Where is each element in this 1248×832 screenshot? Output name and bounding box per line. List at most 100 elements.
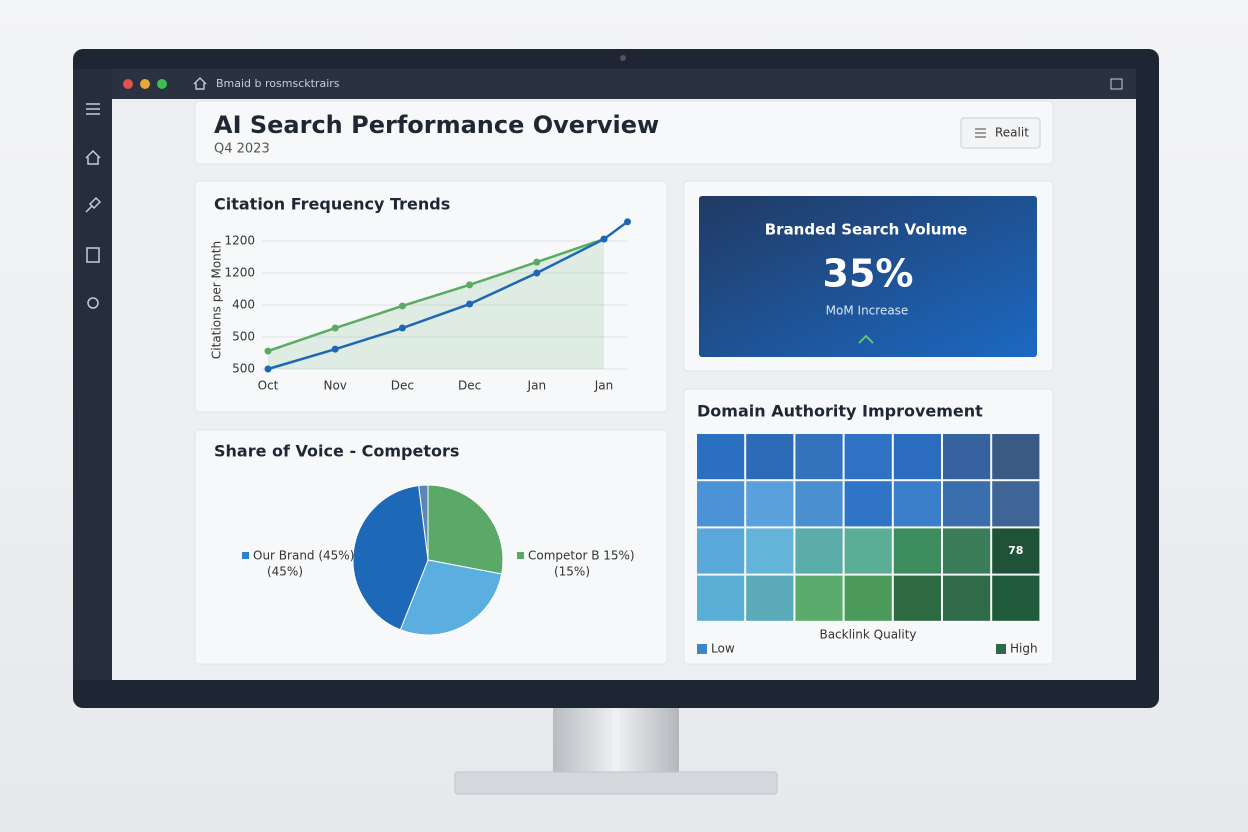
heatmap-cell <box>893 481 941 527</box>
point <box>331 345 339 353</box>
heatmap-cell <box>943 434 991 480</box>
home-icon[interactable] <box>193 77 207 90</box>
heatmap-cell <box>697 528 745 574</box>
page-title: AI Search Performance Overview <box>214 111 659 139</box>
browser-bar <box>112 69 1136 99</box>
kpi-title: Branded Search Volume <box>765 221 968 239</box>
point <box>466 281 474 289</box>
x-tick-label: Nov <box>323 379 346 393</box>
camera <box>620 55 626 61</box>
legend-label: Competor B 15%) <box>528 549 635 563</box>
heatmap-cell <box>943 528 991 574</box>
point <box>466 300 474 308</box>
monitor-base <box>454 771 778 795</box>
point <box>398 324 406 332</box>
heatmap-cell <box>992 434 1040 480</box>
sidebar <box>73 69 112 680</box>
heatmap-cell <box>844 575 892 621</box>
address-bar[interactable]: Bmaid b rosmscktrairs <box>216 77 340 90</box>
button-icon <box>975 128 986 138</box>
kpi-value: 35% <box>823 252 914 296</box>
page-subtitle: Q4 2023 <box>214 142 270 157</box>
card-title: Share of Voice - Competors <box>214 442 459 461</box>
line <box>267 237 605 353</box>
window-close[interactable] <box>123 79 133 89</box>
tab-icon[interactable] <box>1110 78 1123 90</box>
monitor-neck <box>553 706 679 774</box>
kpi-arrow <box>858 334 874 344</box>
legend-swatch <box>517 552 524 559</box>
point <box>264 365 272 373</box>
heatmap-cell <box>893 434 941 480</box>
nav-home[interactable] <box>85 149 101 165</box>
window-maximize[interactable] <box>157 79 167 89</box>
pie-slice <box>399 559 503 636</box>
point <box>624 218 632 226</box>
heatmap-cell <box>795 575 843 621</box>
heatmap-cell <box>746 528 794 574</box>
heatmap-card <box>683 388 1054 665</box>
legend-label: High <box>1010 642 1038 656</box>
nav-reports[interactable] <box>86 247 100 263</box>
pie-slice <box>352 485 429 631</box>
kpi-caption: MoM Increase <box>826 304 909 318</box>
button-label[interactable]: Realit <box>995 126 1029 140</box>
legend-label: Low <box>711 642 735 656</box>
y-tick-label: 1200 <box>224 266 255 280</box>
heatmap-cell <box>992 528 1040 574</box>
heatmap-cell <box>943 481 991 527</box>
heatmap-cell <box>992 481 1040 527</box>
point <box>533 269 541 277</box>
legend-swatch <box>242 552 249 559</box>
y-axis-label: Citations per Month <box>210 241 224 359</box>
heatmap-cell <box>795 434 843 480</box>
heatmap-cell <box>893 528 941 574</box>
card-title: Citation Frequency Trends <box>214 195 450 214</box>
x-tick-label: Dec <box>458 379 481 393</box>
heatmap-cell <box>844 434 892 480</box>
heatmap-cell <box>943 575 991 621</box>
pie-slice <box>427 484 504 575</box>
header-card <box>194 100 1054 165</box>
heatmap-cell <box>992 575 1040 621</box>
x-tick-label: Oct <box>258 379 279 393</box>
heatmap-cell <box>795 481 843 527</box>
heatmap-cell <box>697 434 745 480</box>
window-minimize[interactable] <box>140 79 150 89</box>
legend-sublabel: (45%) <box>267 565 303 579</box>
heatmap-cell <box>746 575 794 621</box>
heatmap-cell <box>893 575 941 621</box>
point <box>600 235 608 243</box>
report-button[interactable] <box>960 117 1041 149</box>
heatmap-cell <box>844 481 892 527</box>
legend-swatch <box>697 644 707 654</box>
heatmap-cell <box>697 575 745 621</box>
point <box>264 347 272 355</box>
y-tick-label: 400 <box>232 298 255 312</box>
heatmap-cell <box>844 528 892 574</box>
x-axis-label: Backlink Quality <box>819 628 916 642</box>
area <box>268 239 604 369</box>
kpi-panel <box>699 196 1037 357</box>
legend-swatch <box>996 644 1006 654</box>
point <box>398 302 406 310</box>
heatmap-cell <box>697 481 745 527</box>
legend-label: Our Brand (45%) <box>253 549 354 563</box>
menu-icon[interactable] <box>86 103 100 115</box>
x-tick-label: Dec <box>391 379 414 393</box>
x-tick-label: Jan <box>527 379 547 393</box>
legend-sublabel: (15%) <box>554 565 590 579</box>
y-tick-label: 500 <box>232 362 255 376</box>
card-title: Domain Authority Improvement <box>697 402 983 421</box>
y-tick-label: 1200 <box>224 234 255 248</box>
point <box>331 324 339 332</box>
nav-settings[interactable] <box>87 297 99 309</box>
y-tick-label: 500 <box>232 330 255 344</box>
nav-links[interactable] <box>85 196 102 213</box>
point <box>533 258 541 266</box>
x-tick-label: Jan <box>594 379 614 393</box>
heatmap-cell <box>746 481 794 527</box>
cell-label: 78 <box>1008 544 1023 557</box>
